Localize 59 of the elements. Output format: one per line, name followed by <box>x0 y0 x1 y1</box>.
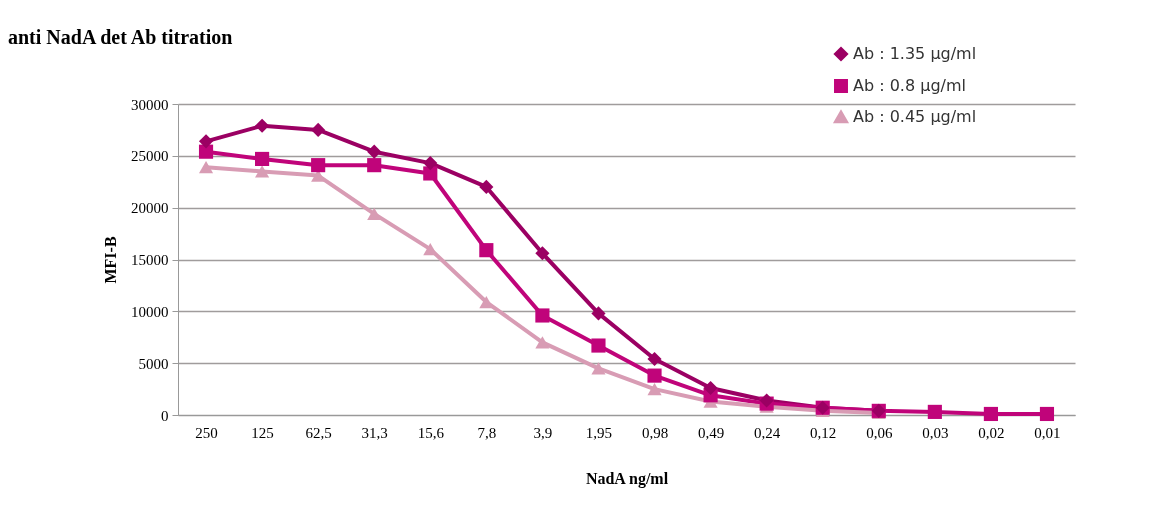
legend-label: Ab : 1.35 µg/ml <box>853 44 977 63</box>
point <box>198 134 214 149</box>
point <box>423 166 438 181</box>
point <box>367 207 382 221</box>
x-tick-label: 0,03 <box>922 424 949 441</box>
point <box>198 161 214 174</box>
legend-label: Ab : 0.45 µg/ml <box>853 107 977 126</box>
chart-title: anti NadA det Ab titration <box>8 26 233 48</box>
y-tick-label: 15000 <box>131 252 169 268</box>
legend-label: Ab : 0.8 µg/ml <box>853 76 966 95</box>
point <box>479 179 494 194</box>
point <box>647 351 662 367</box>
point <box>255 165 270 178</box>
x-tick-label: 0,98 <box>641 424 669 441</box>
x-tick-label: 7,8 <box>477 424 497 441</box>
point <box>255 118 270 133</box>
x-tick-label: 0,49 <box>697 424 725 441</box>
x-tick-label: 0,06 <box>866 424 893 441</box>
point <box>591 306 606 321</box>
y-tick-label: 20000 <box>131 200 169 217</box>
point <box>255 151 270 167</box>
y-tick-label: 25000 <box>131 148 169 165</box>
point <box>311 158 326 173</box>
x-tick-label: 0,12 <box>810 424 837 441</box>
x-tick-label: 0,02 <box>978 424 1005 441</box>
point <box>535 336 550 349</box>
x-tick-label: 31,3 <box>361 424 388 441</box>
point <box>983 406 998 422</box>
y-tick-label: 30000 <box>131 96 169 113</box>
y-tick-label: 0 <box>161 407 169 424</box>
point <box>927 404 942 419</box>
x-tick-label: 15,6 <box>417 424 445 441</box>
point <box>479 295 494 309</box>
x-tick-label: 125 <box>251 424 274 441</box>
point <box>311 122 326 137</box>
point <box>198 144 214 159</box>
x-tick-label: 3,9 <box>533 424 553 441</box>
point <box>647 382 662 396</box>
x-tick-label: 1,95 <box>585 424 613 441</box>
point <box>1039 406 1055 422</box>
y-axis-title: MFI-B <box>102 236 119 284</box>
point <box>703 380 718 396</box>
point <box>535 308 550 323</box>
point <box>479 243 494 258</box>
x-tick-label: 0,24 <box>754 424 781 441</box>
point <box>367 144 382 159</box>
point <box>367 158 382 173</box>
point <box>591 338 606 353</box>
x-axis-title: NadA ng/ml <box>585 469 669 488</box>
y-tick-label: 10000 <box>131 303 169 320</box>
point <box>591 362 606 375</box>
point <box>423 243 438 256</box>
x-tick-label: 62,5 <box>305 424 332 441</box>
x-tick-label: 250 <box>195 424 218 441</box>
x-tick-label: 0,01 <box>1034 424 1061 441</box>
y-tick-label: 5000 <box>138 355 169 372</box>
point <box>423 156 438 171</box>
point <box>647 368 662 383</box>
point <box>535 246 550 261</box>
